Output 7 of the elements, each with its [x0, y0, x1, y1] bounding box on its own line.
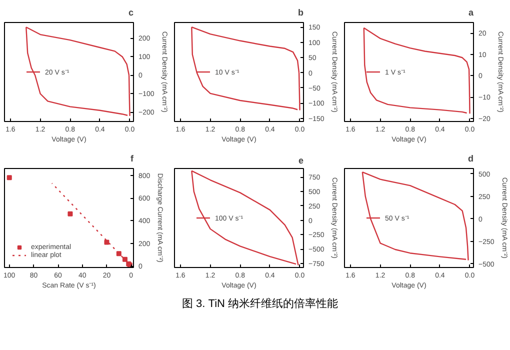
chart-title: b [298, 8, 304, 18]
caption: 图 3. TiN 纳米纤维纸的倍率性能 [182, 297, 338, 312]
chart-title: c [128, 8, 134, 18]
chart-title: e [298, 156, 304, 166]
chart-title: a [468, 8, 474, 18]
chart-title: f [130, 154, 135, 164]
chart-title: d [468, 154, 474, 164]
